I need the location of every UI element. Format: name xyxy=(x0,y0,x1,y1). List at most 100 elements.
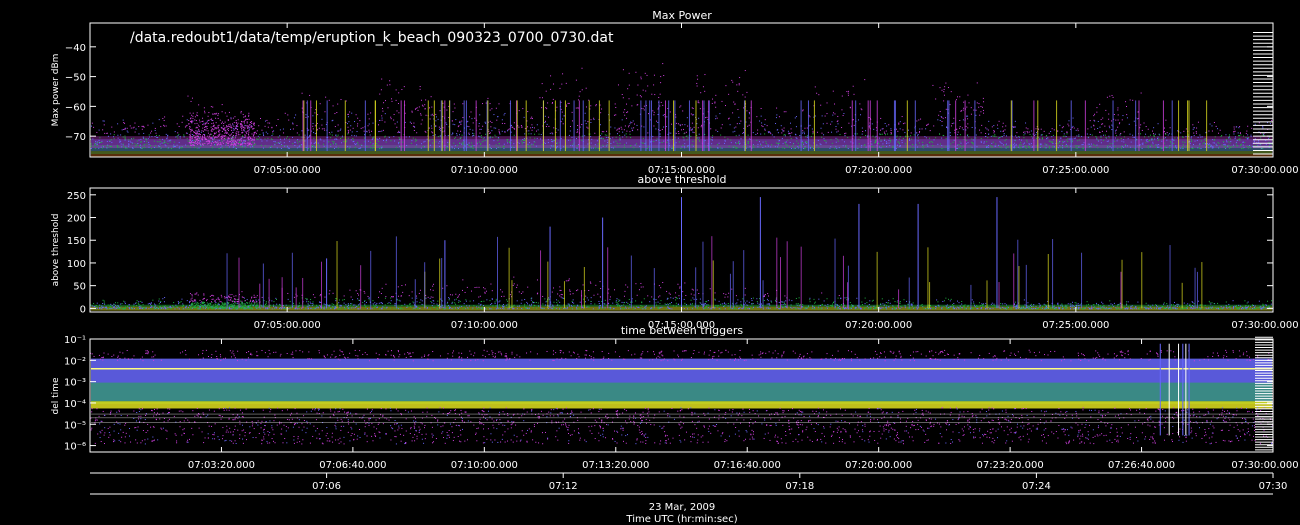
data-point xyxy=(509,294,511,296)
data-point xyxy=(1027,132,1029,134)
data-point xyxy=(798,145,800,147)
data-point xyxy=(795,137,797,139)
data-point xyxy=(1242,141,1244,143)
data-point xyxy=(545,107,547,109)
data-point xyxy=(1140,139,1142,141)
data-point xyxy=(199,138,201,140)
data-point xyxy=(181,121,183,123)
data-point xyxy=(409,121,411,123)
data-point xyxy=(212,138,214,140)
data-point xyxy=(98,141,100,143)
data-point xyxy=(413,129,415,131)
data-point xyxy=(820,104,822,106)
data-point xyxy=(698,133,700,135)
data-point xyxy=(279,135,281,137)
data-point xyxy=(482,103,484,105)
data-point xyxy=(134,122,136,124)
data-point xyxy=(308,307,310,309)
data-point xyxy=(1182,147,1184,149)
data-point xyxy=(163,301,165,303)
data-point xyxy=(234,143,236,145)
data-point xyxy=(784,135,786,137)
data-point xyxy=(929,142,931,144)
data-point xyxy=(868,307,870,309)
data-point xyxy=(617,84,619,86)
data-point xyxy=(285,145,287,147)
data-point xyxy=(1187,136,1189,138)
data-point xyxy=(1202,143,1204,145)
data-point xyxy=(651,307,653,309)
data-point xyxy=(118,306,120,308)
data-point xyxy=(530,133,532,135)
data-point xyxy=(297,306,299,308)
data-point xyxy=(497,137,499,139)
data-point xyxy=(870,307,872,309)
data-point xyxy=(615,140,617,142)
data-point xyxy=(855,307,857,309)
data-point xyxy=(227,129,229,131)
data-point xyxy=(852,135,854,137)
data-point xyxy=(489,300,491,302)
data-point xyxy=(410,306,412,308)
data-point xyxy=(1079,307,1081,309)
data-point xyxy=(466,144,468,146)
data-point xyxy=(193,131,195,133)
data-point xyxy=(872,306,874,308)
data-point xyxy=(702,86,704,88)
data-point xyxy=(93,126,95,128)
data-point xyxy=(513,134,515,136)
data-point xyxy=(389,84,391,86)
data-point xyxy=(529,306,531,308)
data-point xyxy=(214,144,216,146)
data-point xyxy=(200,131,202,133)
data-point xyxy=(390,302,392,304)
data-point xyxy=(671,147,673,149)
data-point xyxy=(552,304,554,306)
data-point xyxy=(197,142,199,144)
data-point xyxy=(767,293,769,295)
data-point xyxy=(529,142,531,144)
data-point xyxy=(635,143,637,145)
data-point xyxy=(1075,129,1077,131)
data-point xyxy=(660,82,662,84)
data-point xyxy=(221,122,223,124)
data-point xyxy=(280,141,282,143)
data-point xyxy=(805,141,807,143)
data-point xyxy=(439,135,441,137)
data-point xyxy=(1160,147,1162,149)
data-point xyxy=(150,147,152,149)
data-point xyxy=(229,141,231,143)
data-point xyxy=(457,307,459,309)
data-point xyxy=(133,308,135,310)
data-point xyxy=(597,147,599,149)
data-point xyxy=(198,140,200,142)
data-point xyxy=(197,130,199,132)
data-point xyxy=(214,113,216,115)
data-point xyxy=(958,143,960,145)
data-point xyxy=(448,116,450,118)
data-point xyxy=(1013,142,1015,144)
data-point xyxy=(560,101,562,103)
data-point xyxy=(211,143,213,145)
data-point xyxy=(241,143,243,145)
data-point xyxy=(367,295,369,297)
data-point xyxy=(253,127,255,129)
data-point xyxy=(101,141,103,143)
data-point xyxy=(578,95,580,97)
data-point xyxy=(720,303,722,305)
data-point xyxy=(1002,122,1004,124)
data-point xyxy=(1136,308,1138,310)
data-point xyxy=(852,119,854,121)
data-point xyxy=(188,123,190,125)
data-point xyxy=(1168,133,1170,135)
data-point xyxy=(861,127,863,129)
data-point xyxy=(1014,120,1016,122)
data-point xyxy=(909,146,911,148)
data-point xyxy=(1132,134,1134,136)
data-point xyxy=(631,129,633,131)
data-point xyxy=(240,300,242,302)
data-point xyxy=(120,134,122,136)
data-point xyxy=(452,123,454,125)
data-point xyxy=(173,146,175,148)
data-point xyxy=(321,124,323,126)
